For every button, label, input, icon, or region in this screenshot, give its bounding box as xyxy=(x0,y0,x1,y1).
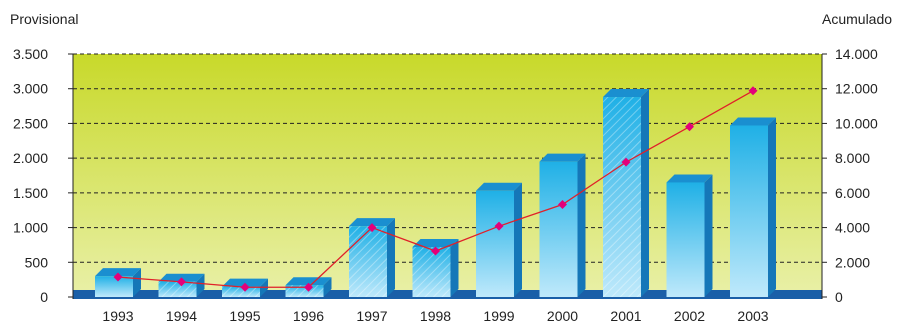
bar-top xyxy=(285,277,332,286)
bar-hatch xyxy=(603,97,641,297)
line-marker xyxy=(113,272,123,282)
bar-front xyxy=(730,125,768,297)
x-tick-label: 1994 xyxy=(166,308,197,324)
bar xyxy=(603,89,649,297)
bar-top xyxy=(730,117,776,126)
line-marker xyxy=(748,86,758,96)
line-marker xyxy=(494,221,504,231)
bar-top xyxy=(603,89,649,98)
line-marker xyxy=(431,246,440,256)
line-marker xyxy=(558,199,567,209)
bar-side xyxy=(323,277,332,297)
y-tick-right-label: 14.000 xyxy=(835,46,878,62)
bar-top xyxy=(95,268,141,277)
x-tick-label: 1996 xyxy=(293,308,324,324)
x-tick-label: 1998 xyxy=(420,308,451,324)
bar-front xyxy=(476,190,514,297)
x-tick-label: 1997 xyxy=(356,308,387,324)
bar xyxy=(539,153,586,297)
bar-top xyxy=(349,218,395,227)
y-tick-left-label: 2.500 xyxy=(13,115,48,131)
bar-side xyxy=(704,174,713,297)
y-axis-left-title: Provisional xyxy=(10,11,78,27)
bar-hatch xyxy=(412,247,451,297)
bar xyxy=(476,182,522,297)
y-tick-left-label: 1.500 xyxy=(13,185,48,201)
y-tick-right-label: 10.000 xyxy=(835,115,878,131)
bar xyxy=(95,268,141,297)
bar xyxy=(730,117,776,297)
bar-series xyxy=(95,89,776,297)
bar-front xyxy=(539,161,578,297)
bar-front xyxy=(666,182,705,297)
bar-side xyxy=(641,89,649,297)
bar-hatch xyxy=(285,285,324,297)
y-tick-right-label: 2.000 xyxy=(835,254,870,270)
bar xyxy=(666,174,713,297)
bar-side xyxy=(768,117,776,297)
line-marker xyxy=(621,157,631,167)
bar xyxy=(349,218,395,297)
y-tick-right-label: 6.000 xyxy=(835,185,870,201)
x-tick-label: 2001 xyxy=(610,308,641,324)
bar-top xyxy=(476,182,522,191)
y-tick-left-label: 3.000 xyxy=(13,81,48,97)
bar-top xyxy=(539,153,586,162)
bar xyxy=(222,278,268,297)
line-marker xyxy=(367,223,377,233)
x-tick-label: 1999 xyxy=(483,308,514,324)
x-tick-label: 2000 xyxy=(547,308,578,324)
y-tick-left-label: 500 xyxy=(25,254,49,270)
bar-side xyxy=(514,182,522,297)
x-tick-label: 1993 xyxy=(102,308,133,324)
bar-side xyxy=(577,153,586,297)
line-marker xyxy=(304,282,313,292)
bar-top xyxy=(666,174,713,183)
bar-side xyxy=(387,218,395,297)
bar-hatch xyxy=(222,286,260,297)
y-tick-right-label: 12.000 xyxy=(835,81,878,97)
bar-hatch xyxy=(349,226,387,297)
bar-side xyxy=(133,268,141,297)
x-tick-label: 2002 xyxy=(674,308,705,324)
y-tick-right-label: 8.000 xyxy=(835,150,870,166)
bar-side xyxy=(450,239,459,297)
y-tick-left-label: 3.500 xyxy=(13,46,48,62)
line-marker xyxy=(685,122,694,132)
line-series xyxy=(113,86,758,292)
x-tick-label: 2003 xyxy=(737,308,768,324)
line-marker xyxy=(177,277,186,287)
line-marker xyxy=(240,282,250,292)
bar xyxy=(412,239,459,297)
bar-top xyxy=(222,278,268,287)
bar-hatch xyxy=(158,281,197,297)
x-tick-label: 1995 xyxy=(229,308,260,324)
y-axis-right-title: Acumulado xyxy=(822,11,892,27)
bar xyxy=(285,277,332,297)
y-tick-right-label: 0 xyxy=(835,289,843,305)
y-tick-left-label: 2.000 xyxy=(13,150,48,166)
y-tick-right-label: 4.000 xyxy=(835,220,870,236)
y-tick-left-label: 1.000 xyxy=(13,220,48,236)
y-tick-left-label: 0 xyxy=(40,289,48,305)
bar xyxy=(158,273,205,297)
bar-side xyxy=(196,273,205,297)
bar-top xyxy=(412,239,459,248)
bar-front xyxy=(95,276,133,297)
